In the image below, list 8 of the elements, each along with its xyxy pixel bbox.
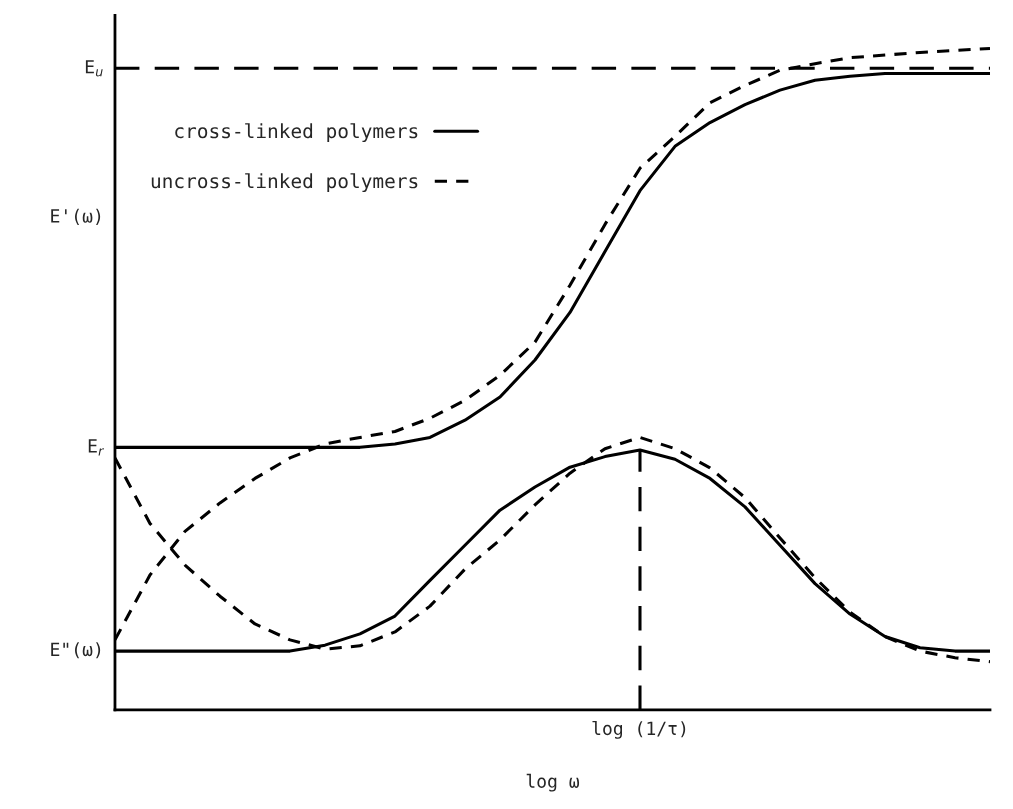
ref-line-label: E$_{u}$ xyxy=(85,60,103,77)
text: E"(ω) xyxy=(51,642,101,659)
legend-label: cross-linked polymers xyxy=(175,123,418,143)
x-axis-title: log ω xyxy=(526,773,580,792)
text: E$_{r}$ xyxy=(88,439,104,456)
text: log (1/τ) xyxy=(592,721,686,739)
legend-label: uncross-linked polymers xyxy=(151,173,418,193)
text: E'(ω) xyxy=(51,208,101,225)
